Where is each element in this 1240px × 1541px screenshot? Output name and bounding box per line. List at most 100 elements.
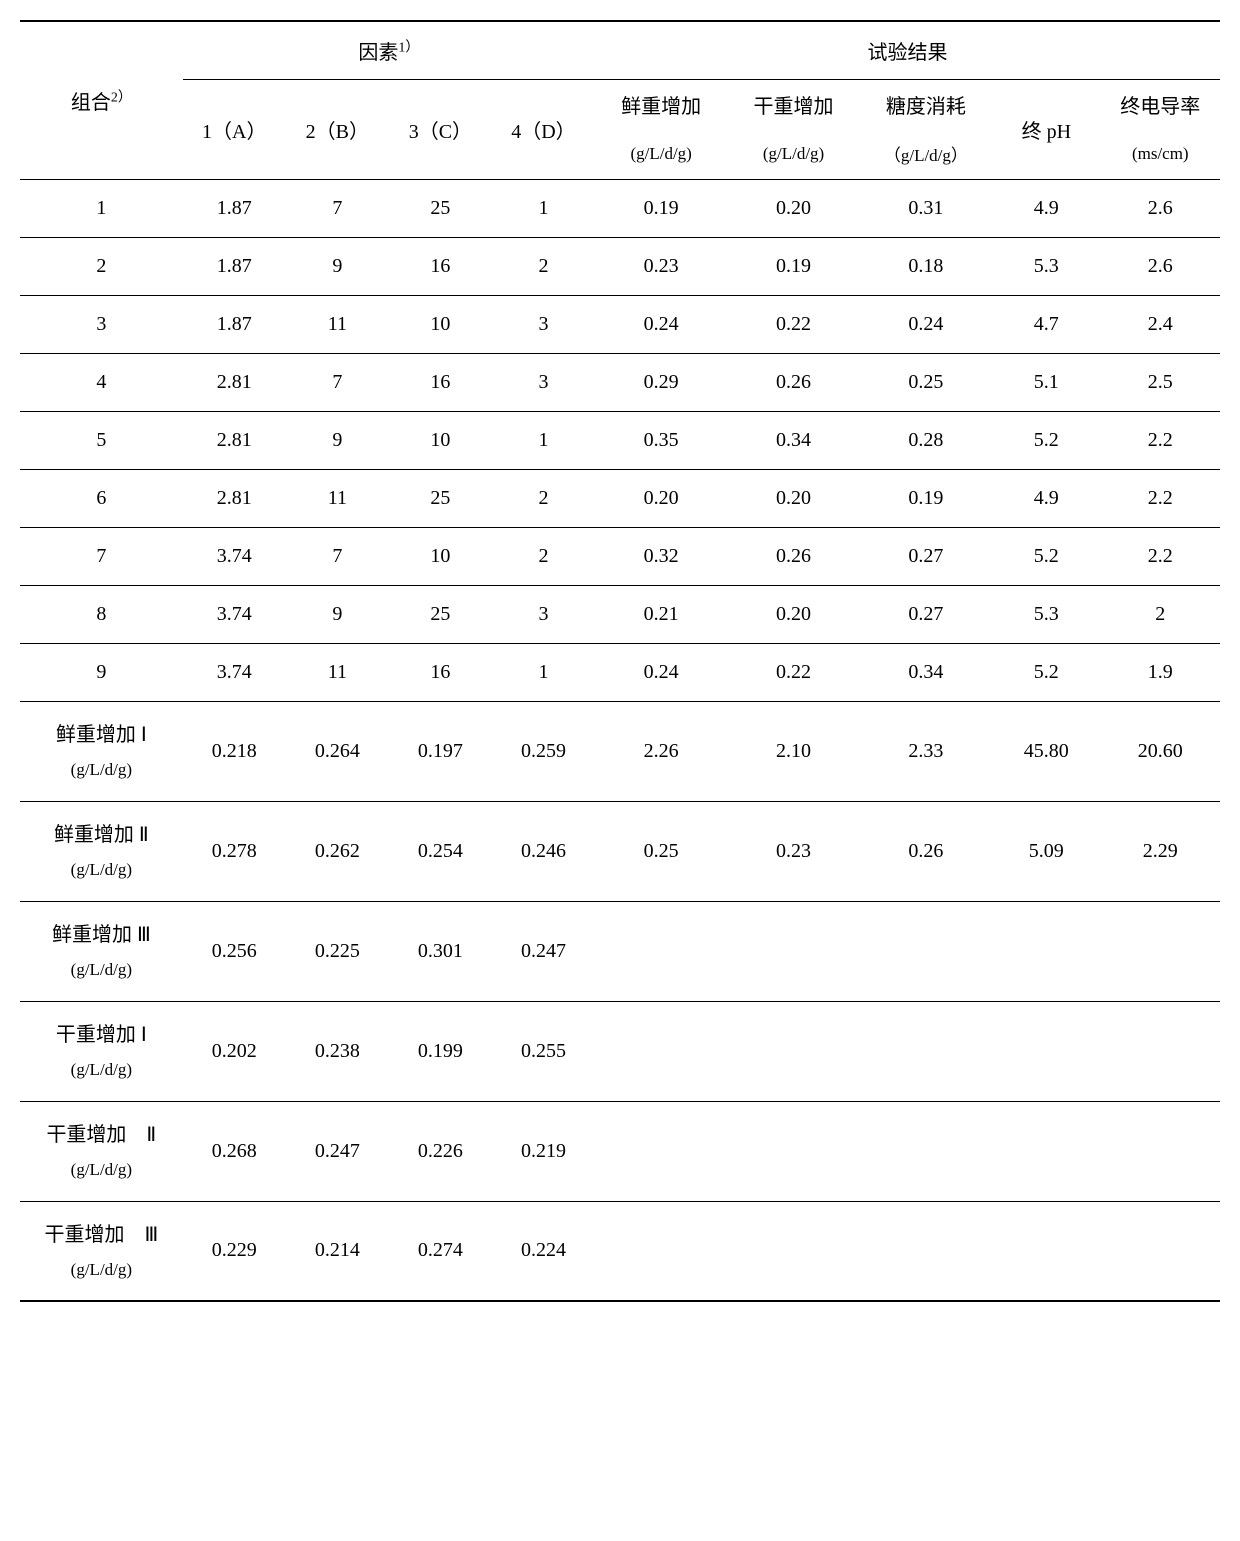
data-cell: 0.27 — [860, 585, 992, 643]
data-cell: 2 — [1101, 585, 1220, 643]
summary-data-cell: 0.26 — [860, 801, 992, 901]
summary-data-cell: 0.218 — [183, 701, 286, 801]
header-fresh-weight: 鲜重增加 — [595, 79, 727, 129]
data-cell: 2 — [492, 527, 595, 585]
data-cell: 7 — [286, 353, 389, 411]
table-row: 73.7471020.320.260.275.22.2 — [20, 527, 1220, 585]
table-row: 21.8791620.230.190.185.32.6 — [20, 237, 1220, 295]
data-cell: 25 — [389, 469, 492, 527]
summary-data-cell: 20.60 — [1101, 701, 1220, 801]
row-id-cell: 3 — [20, 295, 183, 353]
data-cell: 5.2 — [992, 411, 1100, 469]
data-cell: 0.32 — [595, 527, 727, 585]
header-combo: 组合2） — [20, 21, 183, 179]
data-cell: 4.9 — [992, 469, 1100, 527]
summary-data-cell — [992, 1101, 1100, 1201]
row-id-cell: 8 — [20, 585, 183, 643]
header-dry-weight: 干重增加 — [727, 79, 859, 129]
data-cell: 2 — [492, 237, 595, 295]
summary-data-cell — [595, 901, 727, 1001]
header-sugar-unit: （g/L/d/g） — [860, 129, 992, 179]
data-cell: 16 — [389, 643, 492, 701]
data-cell: 9 — [286, 411, 389, 469]
data-cell: 9 — [286, 585, 389, 643]
row-id-cell: 1 — [20, 179, 183, 237]
row-id-cell: 4 — [20, 353, 183, 411]
data-cell: 1.87 — [183, 237, 286, 295]
data-cell: 10 — [389, 411, 492, 469]
summary-data-cell: 0.246 — [492, 801, 595, 901]
summary-row: 干重增加 Ⅲ(g/L/d/g)0.2290.2140.2740.224 — [20, 1201, 1220, 1301]
header-sugar: 糖度消耗 — [860, 79, 992, 129]
data-cell: 10 — [389, 527, 492, 585]
summary-data-cell — [595, 1001, 727, 1101]
data-cell: 0.23 — [595, 237, 727, 295]
summary-data-cell: 0.224 — [492, 1201, 595, 1301]
table-row: 52.8191010.350.340.285.22.2 — [20, 411, 1220, 469]
summary-data-cell — [1101, 1001, 1220, 1101]
summary-row: 干重增加 Ⅰ(g/L/d/g)0.2020.2380.1990.255 — [20, 1001, 1220, 1101]
header-ph: 终 pH — [992, 79, 1100, 179]
data-cell: 0.19 — [595, 179, 727, 237]
summary-data-cell: 0.247 — [286, 1101, 389, 1201]
data-cell: 2.4 — [1101, 295, 1220, 353]
data-cell: 0.24 — [595, 295, 727, 353]
header-factor-b: 2（B） — [286, 79, 389, 179]
orthogonal-experiment-table: 组合2） 因素1） 试验结果 1（A） 2（B） 3（C） 4（D） 鲜重增加 … — [20, 20, 1220, 1302]
summary-label-cell: 干重增加 Ⅰ(g/L/d/g) — [20, 1001, 183, 1101]
table-row: 93.74111610.240.220.345.21.9 — [20, 643, 1220, 701]
data-cell: 1.87 — [183, 295, 286, 353]
summary-data-cell: 0.264 — [286, 701, 389, 801]
data-cell: 0.22 — [727, 295, 859, 353]
data-cell: 0.25 — [860, 353, 992, 411]
summary-data-cell — [1101, 1201, 1220, 1301]
table-row: 83.7492530.210.200.275.32 — [20, 585, 1220, 643]
summary-data-cell: 0.262 — [286, 801, 389, 901]
data-cell: 0.24 — [595, 643, 727, 701]
summary-data-cell — [992, 1201, 1100, 1301]
data-cell: 7 — [286, 527, 389, 585]
header-ec: 终电导率 — [1101, 79, 1220, 129]
data-cell: 2 — [492, 469, 595, 527]
summary-data-cell: 0.202 — [183, 1001, 286, 1101]
data-cell: 3.74 — [183, 585, 286, 643]
summary-data-cell — [1101, 1101, 1220, 1201]
table-row: 31.87111030.240.220.244.72.4 — [20, 295, 1220, 353]
summary-label-cell: 鲜重增加 Ⅲ(g/L/d/g) — [20, 901, 183, 1001]
data-cell: 0.34 — [860, 643, 992, 701]
data-cell: 3 — [492, 585, 595, 643]
summary-data-cell: 0.247 — [492, 901, 595, 1001]
data-cell: 3.74 — [183, 527, 286, 585]
summary-data-cell — [860, 901, 992, 1001]
summary-data-cell — [727, 1001, 859, 1101]
data-cell: 16 — [389, 237, 492, 295]
data-cell: 0.31 — [860, 179, 992, 237]
summary-data-cell: 0.238 — [286, 1001, 389, 1101]
data-cell: 0.19 — [860, 469, 992, 527]
summary-data-cell: 0.219 — [492, 1101, 595, 1201]
summary-data-cell — [860, 1101, 992, 1201]
data-cell: 0.20 — [727, 469, 859, 527]
summary-data-cell: 0.278 — [183, 801, 286, 901]
data-cell: 4.7 — [992, 295, 1100, 353]
summary-data-cell — [595, 1201, 727, 1301]
data-cell: 1.9 — [1101, 643, 1220, 701]
data-cell: 25 — [389, 585, 492, 643]
summary-data-cell — [595, 1101, 727, 1201]
summary-data-cell: 0.229 — [183, 1201, 286, 1301]
data-cell: 0.19 — [727, 237, 859, 295]
header-factor-a: 1（A） — [183, 79, 286, 179]
data-cell: 2.2 — [1101, 527, 1220, 585]
summary-data-cell — [727, 1201, 859, 1301]
data-cell: 1 — [492, 643, 595, 701]
data-cell: 2.6 — [1101, 237, 1220, 295]
data-cell: 11 — [286, 295, 389, 353]
summary-data-cell: 45.80 — [992, 701, 1100, 801]
data-cell: 10 — [389, 295, 492, 353]
header-factors-group: 因素1） — [183, 21, 595, 79]
summary-data-cell — [727, 1101, 859, 1201]
summary-data-cell — [860, 1001, 992, 1101]
summary-row: 鲜重增加 Ⅲ(g/L/d/g)0.2560.2250.3010.247 — [20, 901, 1220, 1001]
header-dry-weight-unit: (g/L/d/g) — [727, 129, 859, 179]
data-cell: 25 — [389, 179, 492, 237]
